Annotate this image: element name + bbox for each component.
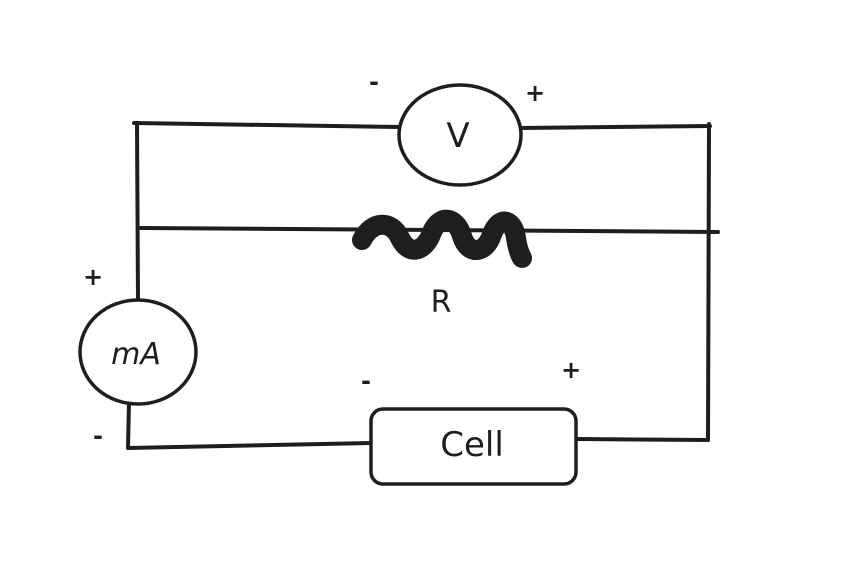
cell-positive-sign: + — [561, 356, 581, 384]
voltmeter-label: V — [446, 116, 469, 156]
wire-left-vertical — [135, 121, 140, 304]
voltmeter-positive-sign: + — [525, 79, 545, 107]
voltmeter: V — [397, 83, 523, 187]
ammeter-negative-sign: - — [93, 422, 103, 450]
wire-right-vertical — [706, 122, 711, 442]
voltmeter-circle — [397, 83, 523, 187]
wire-bottom-left — [126, 441, 374, 450]
wire-bottom-left-drop — [126, 400, 131, 450]
cell: Cell — [369, 407, 578, 486]
ammeter: mA — [78, 298, 198, 406]
cell-body — [369, 407, 578, 486]
cell-label: Cell — [440, 425, 504, 465]
ammeter-positive-sign: + — [83, 263, 103, 291]
wire-top-left — [132, 121, 402, 129]
cell-negative-sign: - — [361, 367, 371, 395]
ammeter-circle — [78, 298, 198, 406]
wire-bottom-right — [575, 437, 710, 442]
resistor-label: R — [431, 285, 452, 320]
ammeter-label: mA — [111, 337, 161, 372]
wire-top-right — [518, 124, 712, 130]
voltmeter-negative-sign: - — [369, 68, 379, 96]
resistor-symbol — [352, 209, 532, 268]
